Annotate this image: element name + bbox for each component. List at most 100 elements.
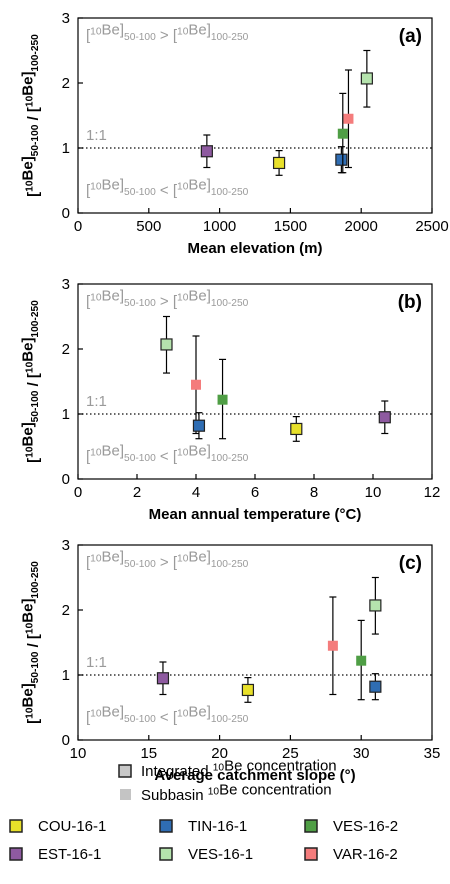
point-marker <box>360 72 373 85</box>
legend-swatch-cou-16-1 <box>9 819 23 833</box>
x-tick-label: 8 <box>310 484 318 501</box>
y-tick-label: 3 <box>62 276 70 293</box>
data-point-ves-16-1 <box>369 576 382 635</box>
annotation-lower: [10Be]50-100 < [10Be]100-250 <box>86 442 249 465</box>
point-marker <box>272 156 286 170</box>
legend-label-tin-16-1: TIN-16-1 <box>188 818 247 835</box>
data-point-ves-16-2 <box>217 358 228 440</box>
point-marker <box>343 113 354 124</box>
legend-label-ves-16-2: VES-16-2 <box>333 818 398 835</box>
legend-swatch-var-16-2 <box>304 847 318 861</box>
ratio-label: 1:1 <box>86 127 107 144</box>
legend-swatch-ves-16-1 <box>159 847 173 861</box>
data-point-ves-16-1 <box>160 315 173 374</box>
data-point-cou-16-1 <box>290 416 303 442</box>
ratio-label: 1:1 <box>86 654 107 671</box>
x-tick-label: 6 <box>251 484 259 501</box>
plot-frame <box>77 283 433 480</box>
panel-label: (b) <box>398 292 422 313</box>
y-tick-label: 3 <box>62 537 70 554</box>
y-tick-label: 0 <box>62 205 70 222</box>
x-tick-label: 10 <box>70 745 87 762</box>
y-tick-label: 0 <box>62 471 70 488</box>
x-tick-label: 20 <box>211 745 228 762</box>
chart-panel-0: 1:1 [10Be]50-100 > [10Be]100-250 [10Be]50-… <box>19 10 448 257</box>
y-axis-label: [10Be]50-100 / [10Be]100-250 <box>19 34 42 197</box>
y-tick-label: 3 <box>62 10 70 27</box>
y-axis-label: [10Be]50-100 / [10Be]100-250 <box>19 300 42 463</box>
point-marker <box>369 599 382 612</box>
ratio-label: 1:1 <box>86 393 107 410</box>
plot-frame <box>77 17 433 214</box>
data-point-var-16-2 <box>191 335 201 435</box>
legend-label-ves-16-1: VES-16-1 <box>188 846 253 863</box>
panel-label: (c) <box>399 553 422 574</box>
point-marker <box>356 655 367 666</box>
x-axis-label: Mean elevation (m) <box>187 240 322 257</box>
y-tick-label: 2 <box>62 75 70 92</box>
x-tick-label: 4 <box>192 484 200 501</box>
annotation-lower: [10Be]50-100 < [10Be]100-250 <box>86 703 249 726</box>
y-axis-label: [10Be]50-100 / [10Be]100-250 <box>19 561 42 724</box>
x-tick-label: 0 <box>74 484 82 501</box>
x-tick-label: 0 <box>74 218 82 235</box>
x-tick-label: 2500 <box>415 218 448 235</box>
point-marker <box>337 128 348 139</box>
point-marker <box>335 153 348 166</box>
data-point-ves-16-2 <box>337 92 348 174</box>
y-tick-label: 1 <box>62 140 70 157</box>
panel-label: (a) <box>399 26 422 47</box>
x-tick-label: 35 <box>424 745 441 762</box>
legend-label-var-16-2: VAR-16-2 <box>333 846 398 863</box>
annotation-lower: [10Be]50-100 < [10Be]100-250 <box>86 176 249 199</box>
point-marker <box>192 419 206 432</box>
y-tick-label: 1 <box>62 406 70 423</box>
x-axis-label: Mean annual temperature (°C) <box>149 506 362 523</box>
legend-label-cou-16-1: COU-16-1 <box>38 818 106 835</box>
data-point-tin-16-1 <box>369 673 382 701</box>
point-marker <box>191 379 201 390</box>
x-axis-label: Average catchment slope (°) <box>154 767 355 784</box>
data-point-tin-16-1 <box>335 146 348 174</box>
legend-integrated-swatch <box>118 764 132 778</box>
x-tick-label: 2000 <box>345 218 378 235</box>
annotation-upper: [10Be]50-100 > [10Be]100-250 <box>86 548 249 571</box>
data-point-est-16-1 <box>378 400 391 435</box>
chart-panel-2: 1:1 [10Be]50-100 > [10Be]100-250 [10Be]50-… <box>19 537 440 784</box>
annotation-upper: [10Be]50-100 > [10Be]100-250 <box>86 287 249 310</box>
point-marker <box>200 145 213 158</box>
data-point-var-16-2 <box>327 596 338 696</box>
legend-subbasin-label: Subbasin 10Be concentration <box>141 781 332 804</box>
point-marker <box>290 422 303 436</box>
legend-swatch-est-16-1 <box>9 847 23 861</box>
data-point-var-16-2 <box>343 69 354 169</box>
data-point-ves-16-1 <box>360 49 373 108</box>
data-point-est-16-1 <box>156 661 170 696</box>
x-tick-label: 1500 <box>274 218 307 235</box>
x-tick-label: 25 <box>282 745 299 762</box>
x-tick-label: 10 <box>365 484 382 501</box>
legend-subbasin-swatch <box>120 789 131 800</box>
point-marker <box>241 683 255 697</box>
point-marker <box>378 411 391 424</box>
y-tick-label: 0 <box>62 732 70 749</box>
x-tick-label: 12 <box>424 484 441 501</box>
x-tick-label: 30 <box>353 745 370 762</box>
point-marker <box>217 394 228 405</box>
legend-swatch-ves-16-2 <box>304 819 318 833</box>
legend-label-est-16-1: EST-16-1 <box>38 846 101 863</box>
data-point-ves-16-2 <box>356 619 367 701</box>
point-marker <box>369 680 382 693</box>
annotation-upper: [10Be]50-100 > [10Be]100-250 <box>86 21 249 44</box>
x-tick-label: 15 <box>140 745 157 762</box>
plot-frame <box>77 544 433 741</box>
x-tick-label: 1000 <box>203 218 236 235</box>
point-marker <box>160 338 173 351</box>
x-tick-label: 2 <box>133 484 141 501</box>
x-tick-label: 500 <box>136 218 161 235</box>
y-tick-label: 2 <box>62 602 70 619</box>
chart-panel-1: 1:1 [10Be]50-100 > [10Be]100-250 [10Be]50-… <box>19 276 440 523</box>
legend-integrated-label: Integrated 10Be concentration <box>141 757 337 780</box>
y-tick-label: 2 <box>62 341 70 358</box>
